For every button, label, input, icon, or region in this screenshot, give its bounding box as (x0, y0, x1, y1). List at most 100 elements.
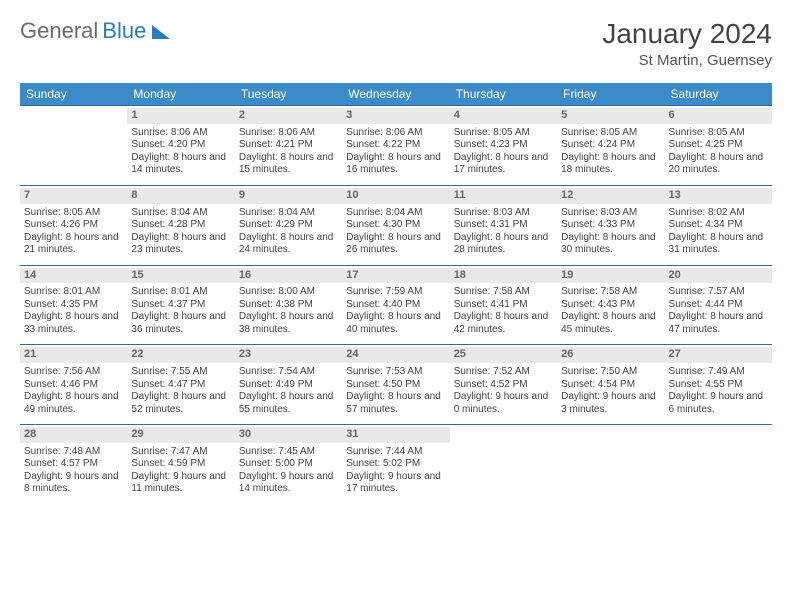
daylight-text: Daylight: 8 hours and 52 minutes. (131, 391, 230, 416)
day-number: 23 (235, 347, 342, 363)
day-cell: 29 Sunrise: 7:47 AMSunset: 4:59 PMDayligh… (127, 425, 234, 504)
sunrise-text: Sunrise: 7:58 AM (561, 286, 660, 299)
calendar-body: 1Sunrise: 8:06 AMSunset: 4:20 PMDaylight… (20, 106, 772, 504)
daylight-text: Daylight: 8 hours and 36 minutes. (131, 311, 230, 336)
day-number: 11 (450, 188, 557, 204)
week-row: 7Sunrise: 8:05 AMSunset: 4:26 PMDaylight… (20, 185, 772, 265)
day-header: Friday (557, 83, 664, 106)
sunset-text: Sunset: 4:46 PM (24, 379, 123, 392)
sunrise-text: Sunrise: 8:04 AM (131, 207, 230, 220)
sunset-text: Sunset: 4:59 PM (131, 458, 230, 471)
day-number: 3 (342, 108, 449, 124)
sunset-text: Sunset: 4:38 PM (239, 299, 338, 312)
sunset-text: Sunset: 4:55 PM (669, 379, 768, 392)
day-number: 5 (557, 108, 664, 124)
sunset-text: Sunset: 4:29 PM (239, 219, 338, 232)
sunrise-text: Sunrise: 7:47 AM (131, 446, 230, 459)
daylight-text: Daylight: 9 hours and 3 minutes. (561, 391, 660, 416)
sunset-text: Sunset: 4:57 PM (24, 458, 123, 471)
daylight-text: Daylight: 8 hours and 17 minutes. (454, 152, 553, 177)
day-cell: 26Sunrise: 7:50 AMSunset: 4:54 PMDayligh… (557, 345, 664, 425)
day-cell (20, 106, 127, 186)
sunrise-text: Sunrise: 8:00 AM (239, 286, 338, 299)
location-label: St Martin, Guernsey (602, 52, 772, 69)
daylight-text: Daylight: 9 hours and 6 minutes. (669, 391, 768, 416)
day-number: 22 (127, 347, 234, 363)
day-cell: 15Sunrise: 8:01 AMSunset: 4:37 PMDayligh… (127, 265, 234, 345)
day-number: 28 (20, 427, 127, 443)
header: GeneralBlue January 2024 St Martin, Guer… (20, 18, 772, 69)
day-cell: 18Sunrise: 7:58 AMSunset: 4:41 PMDayligh… (450, 265, 557, 345)
daylight-text: Daylight: 8 hours and 31 minutes. (669, 232, 768, 257)
day-cell: 10Sunrise: 8:04 AMSunset: 4:30 PMDayligh… (342, 185, 449, 265)
day-number: 25 (450, 347, 557, 363)
calendar-table: Sunday Monday Tuesday Wednesday Thursday… (20, 83, 772, 504)
sunset-text: Sunset: 4:52 PM (454, 379, 553, 392)
daylight-text: Daylight: 8 hours and 55 minutes. (239, 391, 338, 416)
sunset-text: Sunset: 4:35 PM (24, 299, 123, 312)
day-header: Tuesday (235, 83, 342, 106)
sunset-text: Sunset: 5:00 PM (239, 458, 338, 471)
sunrise-text: Sunrise: 7:54 AM (239, 366, 338, 379)
daylight-text: Daylight: 8 hours and 24 minutes. (239, 232, 338, 257)
sunrise-text: Sunrise: 8:02 AM (669, 207, 768, 220)
sunset-text: Sunset: 4:21 PM (239, 139, 338, 152)
day-number: 14 (20, 268, 127, 284)
day-header: Monday (127, 83, 234, 106)
day-number: 18 (450, 268, 557, 284)
day-number: 17 (342, 268, 449, 284)
sunrise-text: Sunrise: 8:04 AM (239, 207, 338, 220)
day-cell: 5Sunrise: 8:05 AMSunset: 4:24 PMDaylight… (557, 106, 664, 186)
logo-triangle-icon (152, 25, 170, 39)
sunrise-text: Sunrise: 7:45 AM (239, 446, 338, 459)
sunset-text: Sunset: 4:40 PM (346, 299, 445, 312)
day-cell: 1Sunrise: 8:06 AMSunset: 4:20 PMDaylight… (127, 106, 234, 186)
day-number: 9 (235, 188, 342, 204)
day-cell: 11Sunrise: 8:03 AMSunset: 4:31 PMDayligh… (450, 185, 557, 265)
day-number: 2 (235, 108, 342, 124)
sunset-text: Sunset: 4:31 PM (454, 219, 553, 232)
sunset-text: Sunset: 4:50 PM (346, 379, 445, 392)
sunrise-text: Sunrise: 8:04 AM (346, 207, 445, 220)
sunrise-text: Sunrise: 7:57 AM (669, 286, 768, 299)
sunset-text: Sunset: 4:22 PM (346, 139, 445, 152)
daylight-text: Daylight: 8 hours and 18 minutes. (561, 152, 660, 177)
day-number: 30 (235, 427, 342, 443)
day-number: 29 (127, 427, 234, 443)
sunrise-text: Sunrise: 8:05 AM (454, 127, 553, 140)
sunrise-text: Sunrise: 7:59 AM (346, 286, 445, 299)
daylight-text: Daylight: 9 hours and 11 minutes. (131, 471, 230, 496)
day-cell (557, 425, 664, 504)
day-cell: 17Sunrise: 7:59 AMSunset: 4:40 PMDayligh… (342, 265, 449, 345)
day-number: 1 (127, 108, 234, 124)
sunset-text: Sunset: 4:41 PM (454, 299, 553, 312)
day-cell: 25Sunrise: 7:52 AMSunset: 4:52 PMDayligh… (450, 345, 557, 425)
sunrise-text: Sunrise: 8:05 AM (561, 127, 660, 140)
daylight-text: Daylight: 8 hours and 26 minutes. (346, 232, 445, 257)
day-number: 20 (665, 268, 772, 284)
sunrise-text: Sunrise: 7:50 AM (561, 366, 660, 379)
sunset-text: Sunset: 4:30 PM (346, 219, 445, 232)
daylight-text: Daylight: 8 hours and 16 minutes. (346, 152, 445, 177)
daylight-text: Daylight: 8 hours and 57 minutes. (346, 391, 445, 416)
sunrise-text: Sunrise: 7:55 AM (131, 366, 230, 379)
day-cell: 12Sunrise: 8:03 AMSunset: 4:33 PMDayligh… (557, 185, 664, 265)
sunset-text: Sunset: 4:25 PM (669, 139, 768, 152)
day-cell: 27Sunrise: 7:49 AMSunset: 4:55 PMDayligh… (665, 345, 772, 425)
daylight-text: Daylight: 8 hours and 49 minutes. (24, 391, 123, 416)
day-header: Thursday (450, 83, 557, 106)
day-cell: 22Sunrise: 7:55 AMSunset: 4:47 PMDayligh… (127, 345, 234, 425)
sunrise-text: Sunrise: 8:01 AM (24, 286, 123, 299)
day-cell: 16Sunrise: 8:00 AMSunset: 4:38 PMDayligh… (235, 265, 342, 345)
day-number: 31 (342, 427, 449, 443)
day-cell: 2Sunrise: 8:06 AMSunset: 4:21 PMDaylight… (235, 106, 342, 186)
day-number: 26 (557, 347, 664, 363)
sunrise-text: Sunrise: 8:05 AM (669, 127, 768, 140)
logo: GeneralBlue (20, 18, 170, 44)
day-header: Sunday (20, 83, 127, 106)
title-block: January 2024 St Martin, Guernsey (602, 18, 772, 69)
sunrise-text: Sunrise: 7:48 AM (24, 446, 123, 459)
sunset-text: Sunset: 4:23 PM (454, 139, 553, 152)
daylight-text: Daylight: 8 hours and 23 minutes. (131, 232, 230, 257)
daylight-text: Daylight: 8 hours and 38 minutes. (239, 311, 338, 336)
